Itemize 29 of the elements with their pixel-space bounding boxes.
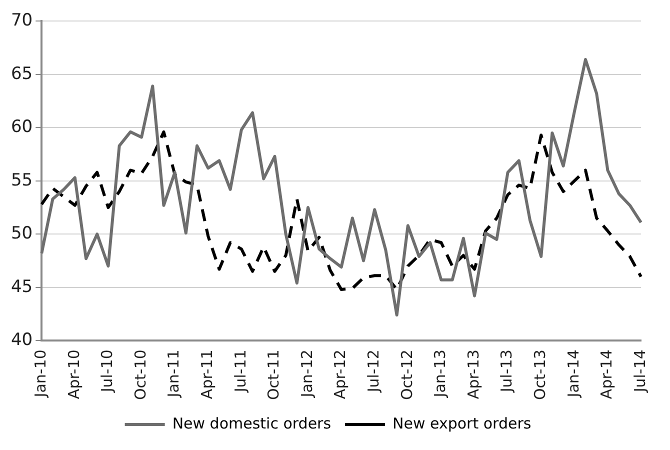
y-tick-label: 45 — [10, 276, 33, 297]
x-tick-label: Jan-14 — [564, 350, 582, 398]
y-tick-label: 55 — [10, 170, 33, 190]
legend-label: New export orders — [392, 414, 532, 432]
x-tick-label: Jul-12 — [364, 350, 383, 394]
x-tick-label: Apr-12 — [331, 350, 350, 400]
x-tick-label: Apr-14 — [598, 350, 616, 400]
x-tick-label: Apr-13 — [464, 350, 482, 400]
y-tick-label: 70 — [10, 10, 33, 31]
line-series — [40, 130, 642, 291]
x-tick-label: Jan-13 — [431, 350, 450, 398]
x-tick-label: Oct-12 — [398, 350, 416, 400]
y-tick-label: 60 — [10, 117, 33, 138]
x-tick-label: Oct-11 — [264, 350, 283, 400]
x-tick-label: Jan-10 — [32, 350, 50, 398]
x-tick-label: Jul-14 — [630, 350, 649, 394]
x-tick-label: Apr-11 — [198, 350, 216, 400]
x-tick-label: Apr-10 — [64, 350, 83, 400]
y-tick-label: 50 — [10, 224, 33, 244]
x-tick-label: Oct-10 — [131, 350, 150, 400]
x-tick-label: Jan-12 — [298, 350, 316, 398]
x-tick-label: Jul-11 — [231, 350, 250, 394]
x-tick-label: Jul-13 — [498, 350, 516, 394]
x-tick-label: Jan-11 — [164, 350, 183, 398]
x-tick-label: Jul-10 — [98, 350, 116, 394]
legend-label: New domestic orders — [172, 414, 332, 432]
y-tick-label: 65 — [10, 64, 33, 84]
y-tick-label: 40 — [10, 330, 33, 350]
x-tick-label: Oct-13 — [530, 350, 549, 400]
